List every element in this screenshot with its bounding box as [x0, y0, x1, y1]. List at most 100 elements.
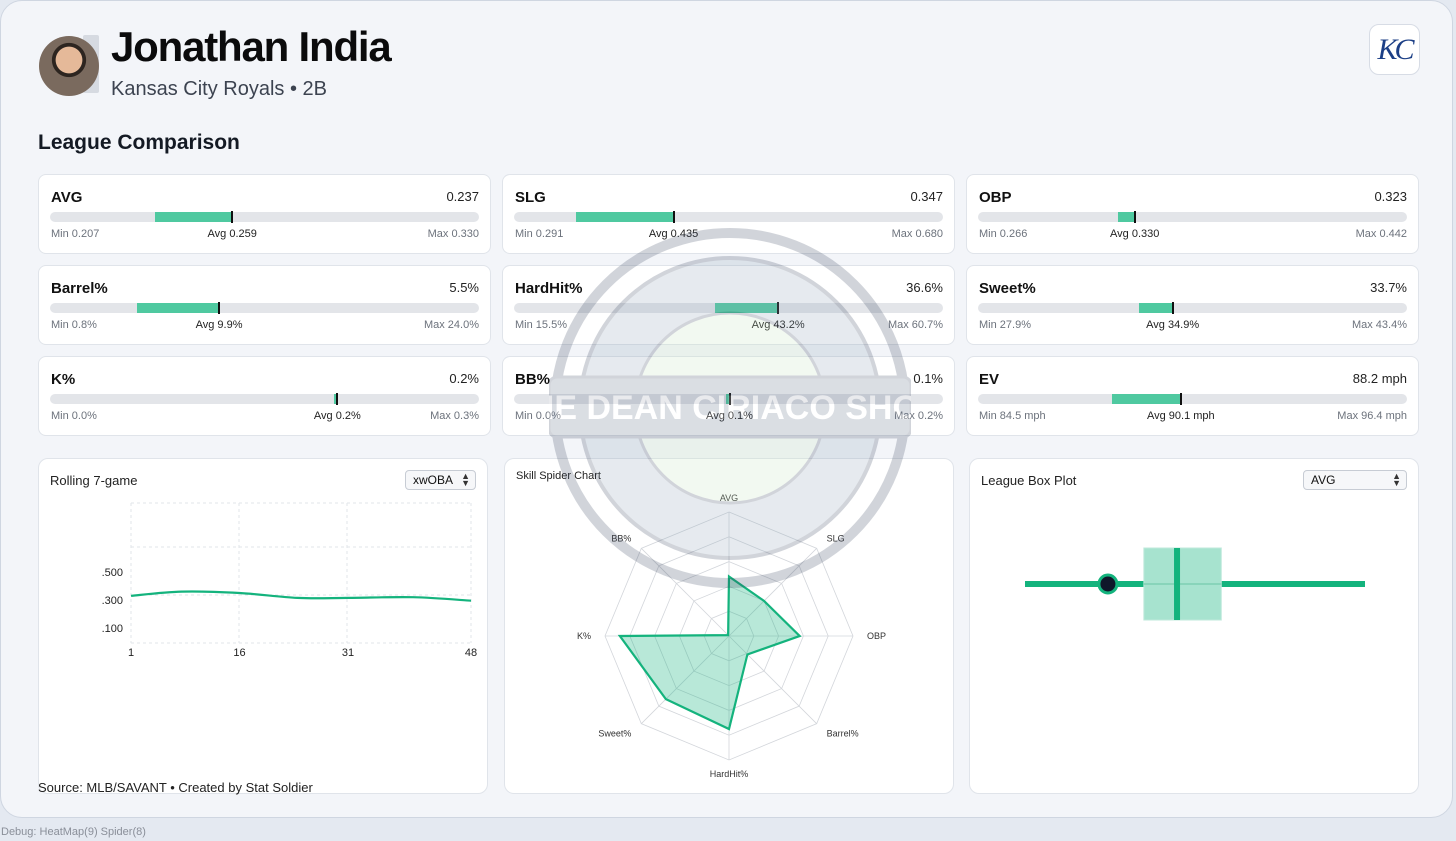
spider-chart: AVG SLG OBP Barrel% HardHit% Sweet% K% BB% — [577, 493, 886, 779]
stat-max: Max 0.330 — [427, 228, 479, 240]
stat-range-track — [50, 211, 479, 223]
stat-max: Max 43.4% — [1351, 319, 1407, 331]
spider-axis-label: HardHit% — [710, 769, 749, 779]
stat-avg-marker — [1133, 211, 1136, 223]
rolling-chart: .500 .300 .100 1 16 31 48 — [102, 502, 477, 659]
stat-name: SLG — [515, 189, 546, 206]
team-logo-text: KC — [1377, 32, 1414, 66]
spider-axis-label: Barrel% — [827, 729, 859, 739]
boxplot-panel: League Box Plot AVG ▲ ▼ — [969, 458, 1419, 794]
rolling-title: Rolling 7-game — [50, 473, 138, 488]
stat-avg-marker — [336, 393, 339, 405]
stat-name: AVG — [51, 189, 83, 206]
stat-card-ev: EV 88.2 mph Min 84.5 mph Avg 90.1 mph Max 96… — [966, 356, 1419, 436]
stat-max: Max 60.7% — [887, 319, 943, 331]
stat-name: HardHit% — [515, 280, 583, 297]
player-value-marker — [1097, 573, 1119, 595]
stat-range-track — [978, 211, 1407, 223]
stat-max: Max 0.3% — [430, 410, 479, 422]
stat-range-track — [50, 302, 479, 314]
spider-axis-label: AVG — [720, 493, 738, 503]
stat-min: Min 27.9% — [979, 319, 1031, 331]
stat-max: Max 24.0% — [423, 319, 479, 331]
boxplot-metric-select[interactable]: AVG ▲ ▼ — [1303, 470, 1407, 490]
stat-name: OBP — [979, 189, 1012, 206]
stat-range-track — [50, 393, 479, 405]
stat-max: Max 96.4 mph — [1337, 410, 1407, 422]
stat-name: BB% — [515, 371, 551, 388]
boxplot-metric-value: AVG — [1311, 473, 1336, 487]
player-header: Jonathan India Kansas City Royals • 2B K… — [39, 23, 1420, 105]
stat-min: Min 0.0% — [51, 410, 97, 422]
stat-value: 0.347 — [910, 189, 943, 204]
section-title: League Comparison — [38, 131, 240, 154]
series-line-xwoba — [130, 590, 472, 602]
rolling-metric-value: xwOBA — [413, 473, 454, 487]
spider-axis-label: Sweet% — [598, 729, 631, 739]
spider-title: Skill Spider Chart — [516, 470, 601, 482]
stat-min: Min 0.207 — [51, 228, 100, 240]
dashboard-frame: Jonathan India Kansas City Royals • 2B K… — [0, 0, 1453, 818]
stat-avg: Avg 90.1 mph — [1146, 410, 1215, 422]
stat-name: Sweet% — [979, 280, 1036, 297]
stat-avg-marker — [218, 302, 221, 314]
stat-card-k-pct: K% 0.2% Min 0.0% Avg 0.2% Max 0.3% — [38, 356, 491, 436]
stat-range-track — [514, 211, 943, 223]
spider-axis-label: OBP — [867, 631, 886, 641]
stat-range-fill — [1117, 212, 1135, 222]
stat-range-fill — [1112, 394, 1181, 404]
stat-avg: Avg 43.2% — [751, 319, 805, 331]
stat-card-slg: SLG 0.347 Min 0.291 Avg 0.435 Max 0.680 — [502, 174, 955, 254]
stat-card-obp: OBP 0.323 Min 0.266 Avg 0.330 Max 0.442 — [966, 174, 1419, 254]
stat-avg-marker — [728, 393, 731, 405]
stat-range-fill — [137, 303, 220, 313]
team-logo: KC — [1369, 24, 1420, 75]
stat-avg: Avg 0.330 — [1110, 228, 1160, 240]
source-credit: Source: MLB/SAVANT • Created by Stat Sol… — [38, 780, 313, 795]
select-arrows-icon: ▲ ▼ — [1392, 471, 1401, 488]
stat-range-fill — [576, 212, 674, 222]
stat-range-track — [978, 302, 1407, 314]
spider-axis-line — [641, 548, 730, 637]
x-tick-label: 31 — [342, 647, 354, 659]
stat-min: Min 0.266 — [979, 228, 1028, 240]
rolling-panel: Rolling 7-game xwOBA ▲ ▼ .500 .300 .100 1 16 3… — [38, 458, 488, 794]
stat-max: Max 0.442 — [1355, 228, 1407, 240]
y-tick-label: .300 — [102, 595, 123, 607]
stat-value: 36.6% — [906, 280, 943, 295]
stat-range-fill — [715, 303, 779, 313]
stat-avg: Avg 0.259 — [207, 228, 257, 240]
stat-card-avg: AVG 0.237 Min 0.207 Avg 0.259 Max 0.330 — [38, 174, 491, 254]
stat-value: 33.7% — [1370, 280, 1407, 295]
spider-axis-line — [728, 548, 817, 637]
stat-min: Min 0.8% — [51, 319, 97, 331]
player-headshot — [39, 36, 99, 96]
stat-name: EV — [979, 371, 1000, 388]
rolling-metric-select[interactable]: xwOBA ▲ ▼ — [405, 470, 476, 490]
spider-panel: Skill Spider Chart AVG SLG OBP Barrel% HardH… — [504, 458, 954, 794]
spider-player-area — [617, 574, 802, 731]
spider-axis-label: K% — [577, 631, 591, 641]
stat-avg-marker — [777, 302, 780, 314]
stat-range-track — [514, 302, 943, 314]
stat-range-fill — [726, 394, 730, 404]
spider-axis-label: BB% — [611, 533, 631, 543]
stat-range-fill — [1139, 303, 1173, 313]
stat-min: Min 15.5% — [515, 319, 567, 331]
stat-min: Min 84.5 mph — [979, 410, 1046, 422]
stat-avg: Avg 0.2% — [313, 410, 361, 422]
select-arrows-icon: ▲ ▼ — [461, 471, 470, 488]
spider-axis-line — [641, 635, 730, 724]
spider-axis-line — [728, 635, 817, 724]
debug-text: Debug: HeatMap(9) Spider(8) — [1, 826, 146, 838]
stat-name: Barrel% — [51, 280, 108, 297]
boxplot-title: League Box Plot — [981, 473, 1077, 488]
stat-avg: Avg 9.9% — [195, 319, 243, 331]
stat-min: Min 0.0% — [515, 410, 561, 422]
stat-avg-marker — [1179, 393, 1182, 405]
stat-avg-marker — [231, 211, 234, 223]
stat-card-hardhit-pct: HardHit% 36.6% Min 15.5% Avg 43.2% Max 60.7% — [502, 265, 955, 345]
stat-range-fill — [333, 394, 338, 404]
stat-card-barrel-pct: Barrel% 5.5% Min 0.8% Avg 9.9% Max 24.0% — [38, 265, 491, 345]
stat-value: 5.5% — [449, 280, 479, 295]
